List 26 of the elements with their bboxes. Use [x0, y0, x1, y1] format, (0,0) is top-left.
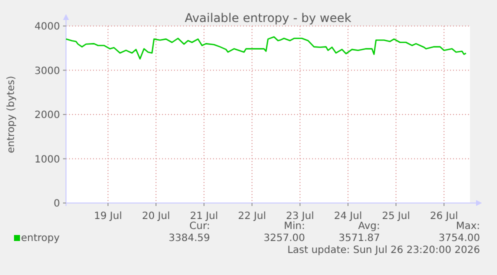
text: Min:	[284, 221, 305, 232]
y-tick-label: 4000	[34, 22, 60, 32]
x-tick-label: 25 Jul	[382, 211, 410, 222]
text: 3384.59	[168, 233, 210, 244]
line-series	[65, 36, 467, 60]
text: 3571.87	[338, 233, 380, 244]
y-tick-label: 2000	[34, 110, 60, 121]
text: Max:	[456, 221, 480, 232]
x-tick-label: 23 Jul	[286, 211, 314, 222]
text: 3257.00	[264, 233, 305, 244]
x-tick-label: 21 Jul	[190, 211, 218, 222]
y-tick-label: 3000	[34, 66, 60, 77]
text: Last update: Sun Jul 26 23:20:00 2026	[287, 245, 480, 256]
x-tick-label: 26 Jul	[430, 211, 458, 222]
text: Avg:	[358, 221, 380, 232]
y-tick-label: 0	[54, 198, 60, 210]
chart-title: Available entropy - by week	[184, 11, 352, 25]
y-axis-title: entropy (bytes)	[6, 76, 17, 154]
text: Cur:	[189, 221, 210, 232]
y-tick-label: 1000	[34, 154, 60, 166]
legend-label: entropy	[21, 233, 60, 244]
x-tick-label: 20 Jul	[142, 211, 170, 222]
x-tick-label: 24 Jul	[334, 211, 362, 222]
x-tick-label: 22 Jul	[238, 211, 266, 222]
text: 3754.00	[438, 233, 480, 244]
x-tick-label: 19 Jul	[94, 211, 122, 222]
